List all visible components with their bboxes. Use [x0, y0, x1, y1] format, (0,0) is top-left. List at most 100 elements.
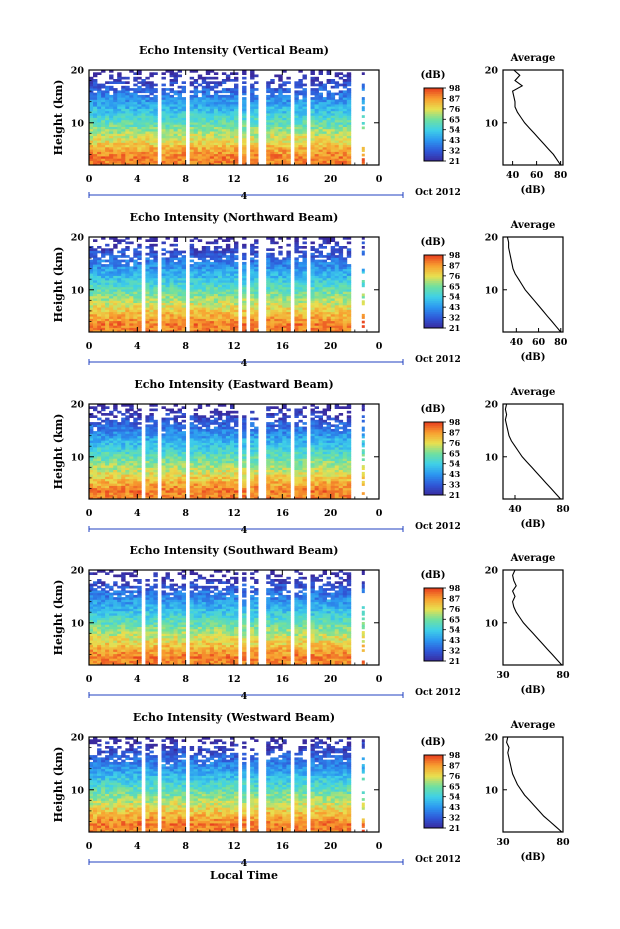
heatmap-cell — [205, 259, 211, 263]
heatmap-cell — [101, 144, 106, 148]
heatmap-cell — [318, 316, 323, 319]
heatmap-cell — [326, 325, 331, 328]
heatmap-cell — [302, 250, 307, 254]
heatmap-cell — [282, 302, 287, 306]
heatmap-cell — [165, 277, 170, 281]
heatmap-cell — [213, 266, 219, 270]
colorbar-band — [424, 135, 443, 138]
heatmap-cell — [189, 119, 195, 123]
heatmap-cell — [105, 494, 110, 498]
heatmap-cell — [254, 117, 259, 121]
heatmap-cell — [338, 99, 344, 103]
heatmap-cell — [193, 268, 199, 272]
heatmap-cell — [205, 113, 211, 116]
heatmap-cell — [89, 266, 94, 270]
heatmap-cell — [181, 144, 186, 148]
heatmap-cell — [230, 261, 235, 265]
heatmap-cell — [121, 133, 126, 136]
heatmap-cell — [242, 487, 247, 491]
heatmap-cell — [133, 146, 138, 150]
heatmap-cell — [298, 106, 303, 109]
heatmap-cell — [322, 119, 327, 123]
heatmap-cell — [342, 277, 348, 281]
heatmap-cell — [169, 250, 174, 254]
heatmap-cell — [266, 298, 271, 301]
heatmap-cell — [113, 142, 118, 146]
heatmap-cell — [318, 142, 323, 146]
heatmap-cell — [286, 97, 291, 100]
heatmap-cell — [270, 304, 275, 308]
heatmap-cell — [193, 264, 199, 267]
heatmap-cell — [193, 110, 199, 114]
heatmap-cell — [282, 126, 287, 130]
heatmap-cell — [217, 316, 223, 319]
heatmap-cell — [129, 295, 134, 299]
heatmap-cell — [149, 85, 154, 89]
heatmap-cell — [322, 131, 327, 134]
heatmap-cell — [113, 103, 118, 107]
heatmap-cell — [314, 266, 319, 270]
heatmap-cell — [254, 128, 259, 132]
heatmap-cell — [129, 126, 134, 130]
heatmap-cell — [117, 496, 122, 500]
heatmap-cell — [326, 494, 331, 498]
heatmap-cell — [302, 119, 307, 123]
heatmap-cell — [129, 307, 134, 310]
heatmap-cell — [205, 277, 211, 281]
heatmap-cell — [242, 131, 247, 134]
heatmap-cell — [270, 110, 275, 114]
heatmap-cell — [189, 492, 195, 495]
heatmap-cell — [161, 241, 166, 245]
heatmap-cell — [137, 117, 142, 121]
heatmap-cell — [213, 122, 219, 125]
heatmap-cell — [121, 151, 126, 155]
heatmap-cell — [177, 483, 182, 486]
heatmap-cell — [221, 146, 227, 150]
heatmap-cell — [193, 298, 199, 301]
heatmap-cell — [234, 480, 239, 484]
heatmap-cell — [282, 99, 287, 103]
heatmap-cell — [254, 135, 259, 139]
heatmap-cell — [117, 280, 122, 283]
heatmap-cell — [105, 307, 110, 310]
heatmap-cell — [334, 327, 340, 331]
heatmap-cell — [133, 79, 138, 82]
colorbar-band — [424, 317, 443, 320]
heatmap-cell — [209, 268, 215, 272]
heatmap-cell — [310, 277, 315, 281]
heatmap-cell — [181, 142, 186, 146]
heatmap-cell — [278, 79, 283, 82]
heatmap-cell — [113, 255, 118, 258]
heatmap-cell — [221, 113, 227, 116]
heatmap-cell — [169, 286, 174, 290]
heatmap-cell — [346, 126, 352, 130]
heatmap-cell — [213, 142, 219, 146]
heatmap-cell — [209, 302, 215, 306]
heatmap-cell — [121, 280, 126, 283]
heatmap-cell — [282, 304, 287, 308]
heatmap-cell — [101, 117, 106, 121]
heatmap-cell — [149, 144, 154, 148]
heatmap-cell — [201, 329, 207, 333]
heatmap-cell — [342, 490, 348, 493]
heatmap-cell — [314, 302, 319, 306]
heatmap-cell — [314, 298, 319, 301]
heatmap-cell — [153, 160, 158, 164]
heatmap-cell — [221, 99, 227, 103]
heatmap-cell — [254, 241, 259, 245]
panel-1: Echo Intensity (Vertical Beam)0 4 8 12 16 20 0… — [52, 44, 568, 202]
heatmap-cell — [189, 133, 195, 136]
heatmap-cell — [133, 94, 138, 98]
heatmap-cell — [169, 295, 174, 299]
heatmap-cell — [242, 76, 247, 80]
heatmap-cell — [165, 99, 170, 103]
heatmap-cell — [153, 90, 158, 94]
heatmap-cell — [209, 318, 215, 322]
heatmap-cell — [266, 259, 271, 263]
colorbar-label: 32 — [449, 313, 460, 323]
x-tick-label: 8 — [182, 341, 189, 352]
heatmap-cell — [310, 246, 315, 249]
heatmap-cell — [93, 137, 98, 141]
heatmap-cell — [145, 106, 150, 109]
heatmap-cell — [302, 268, 307, 272]
